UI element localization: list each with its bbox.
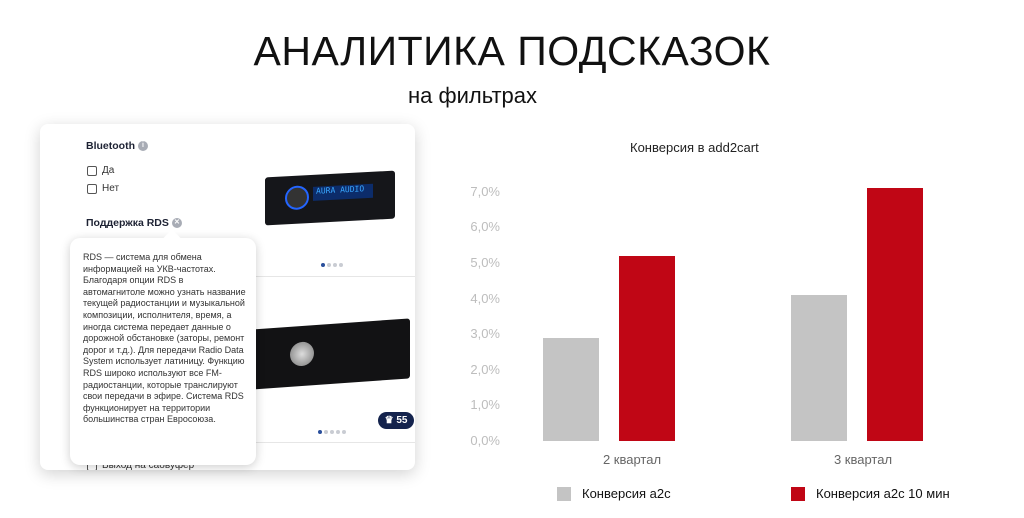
page-title: АНАЛИТИКА ПОДСКАЗОК [253, 28, 771, 74]
legend-item: Конверсия а2с [557, 486, 671, 501]
y-tick-label: 0,0% [470, 433, 500, 448]
legend-item: Конверсия а2с 10 мин [791, 486, 950, 501]
y-tick-label: 6,0% [470, 219, 500, 235]
carousel-dots[interactable] [321, 263, 343, 267]
legend-label: Конверсия а2с 10 мин [816, 486, 950, 501]
y-tick-label: 4,0% [470, 290, 500, 306]
rating-badge: ♛ 55 [378, 412, 414, 429]
info-icon[interactable]: i [138, 141, 148, 152]
y-tick-label: 3,0% [470, 326, 500, 342]
knob [285, 185, 309, 211]
close-icon[interactable]: ✕ [171, 218, 182, 229]
bar [619, 255, 675, 441]
divider [255, 442, 415, 443]
option-label: Выход на сабвуфер [102, 460, 195, 470]
chart-title: Конверсия в add2cart [630, 140, 759, 155]
x-tick-label: 3 квартал [833, 452, 893, 467]
bar [791, 295, 847, 441]
display: AURA AUDIO [313, 183, 373, 201]
rds-tooltip: RDS — система для обмена информацией на … [70, 238, 256, 465]
bar [543, 337, 599, 441]
filter-bluetooth: Bluetooth i [86, 140, 148, 152]
y-tick-label: 2,0% [470, 361, 500, 377]
checkbox-icon[interactable] [87, 165, 97, 176]
product-image[interactable] [250, 318, 410, 390]
legend-swatch [791, 486, 805, 501]
filter-rds: Поддержка RDS ✕ [86, 217, 182, 229]
legend-swatch [557, 486, 571, 501]
y-tick-label: 5,0% [470, 255, 500, 270]
knob [290, 341, 314, 367]
legend-label: Конверсия а2с [582, 486, 671, 501]
filter-label: Bluetooth [86, 140, 135, 152]
bar-chart: Конверсия в add2cart 0,0% 1,0% 2,0% 3,0% 4,0… [440, 130, 1024, 518]
badge-count: 55 [396, 415, 408, 426]
x-tick-label: 2 квартал [602, 452, 662, 467]
bar [867, 188, 923, 441]
divider [255, 276, 415, 277]
y-tick-label: 1,0% [470, 397, 500, 413]
tooltip-text: RDS — система для обмена информацией на … [83, 252, 246, 425]
filter-label: Поддержка RDS [86, 217, 169, 229]
checkbox-no[interactable]: Нет [87, 183, 119, 194]
checkbox-icon[interactable] [87, 183, 97, 194]
checkbox-yes[interactable]: Да [87, 165, 114, 176]
page-subtitle: на фильтрах [408, 83, 538, 108]
product-image[interactable]: AURA AUDIO [265, 170, 395, 226]
option-label: Да [102, 165, 115, 176]
option-label: Нет [102, 183, 120, 194]
carousel-dots[interactable] [318, 430, 346, 434]
y-tick-label: 7,0% [470, 183, 500, 199]
